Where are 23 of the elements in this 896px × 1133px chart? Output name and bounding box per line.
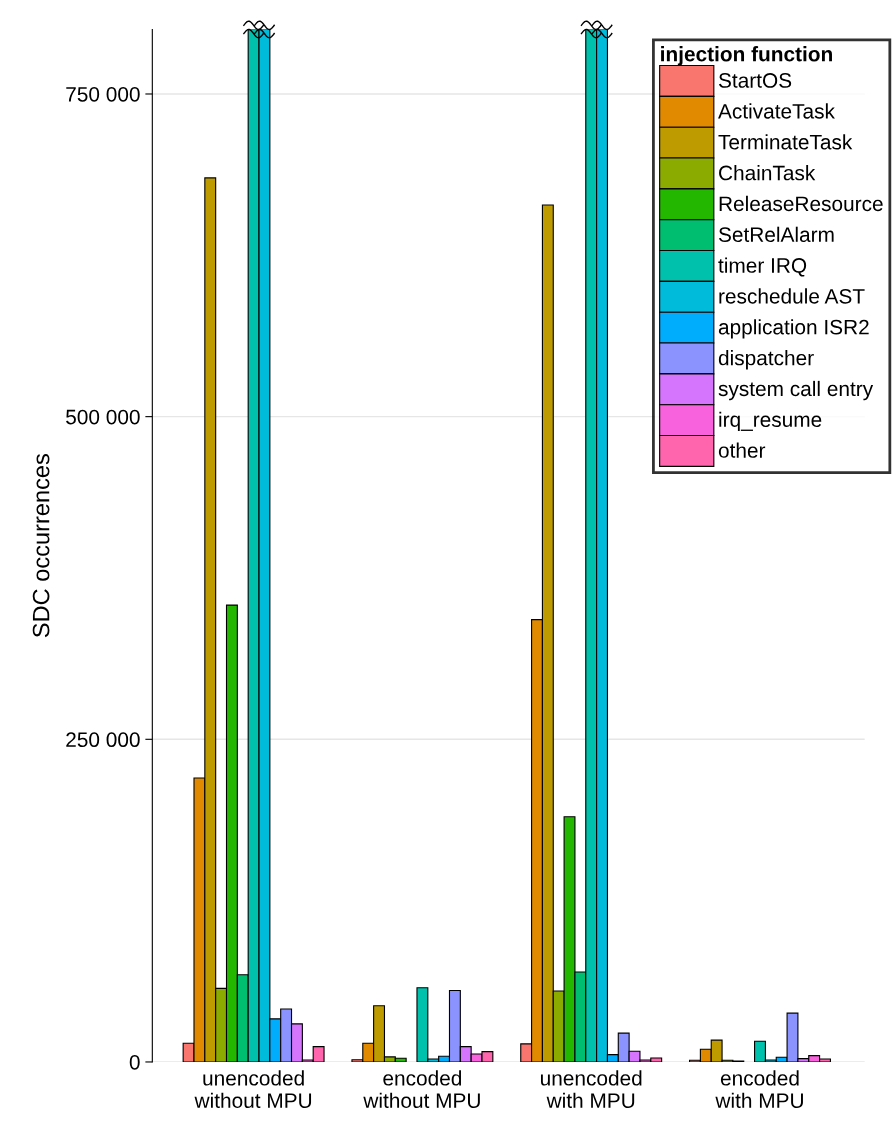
x-tick-label: unencoded with MPU [540,1070,642,1109]
x-tick-label: encoded with MPU [715,1070,803,1109]
legend-label: irq_resume [719,411,822,432]
x-tick-label: encoded without MPU [363,1070,480,1109]
y-tick-label: 250 000 [66,732,140,748]
y-tick-label: 500 000 [66,409,140,425]
y-tick-label: 0 [129,1054,140,1070]
legend-label: other [718,442,766,458]
y-axis-title: SDC occurrences [32,454,50,638]
legend-title: injection function [661,46,832,66]
legend-label: SetRelAlarm [718,226,834,242]
legend-label: ReleaseResource [719,195,883,212]
y-tick-label: 750 000 [66,86,140,102]
x-tick-label: unencoded without MPU [194,1070,312,1109]
legend-label: ChainTask [719,165,816,181]
legend-label: system call entry [718,380,874,401]
legend-label: TerminateTask [718,134,853,150]
legend-label: reschedule AST [719,288,865,304]
legend-label: StartOS [718,73,792,88]
legend-label: dispatcher [718,350,814,370]
legend-label: application ISR2 [718,319,869,339]
legend-label: timer IRQ [718,257,807,277]
legend-label: ActivateTask [718,103,835,119]
